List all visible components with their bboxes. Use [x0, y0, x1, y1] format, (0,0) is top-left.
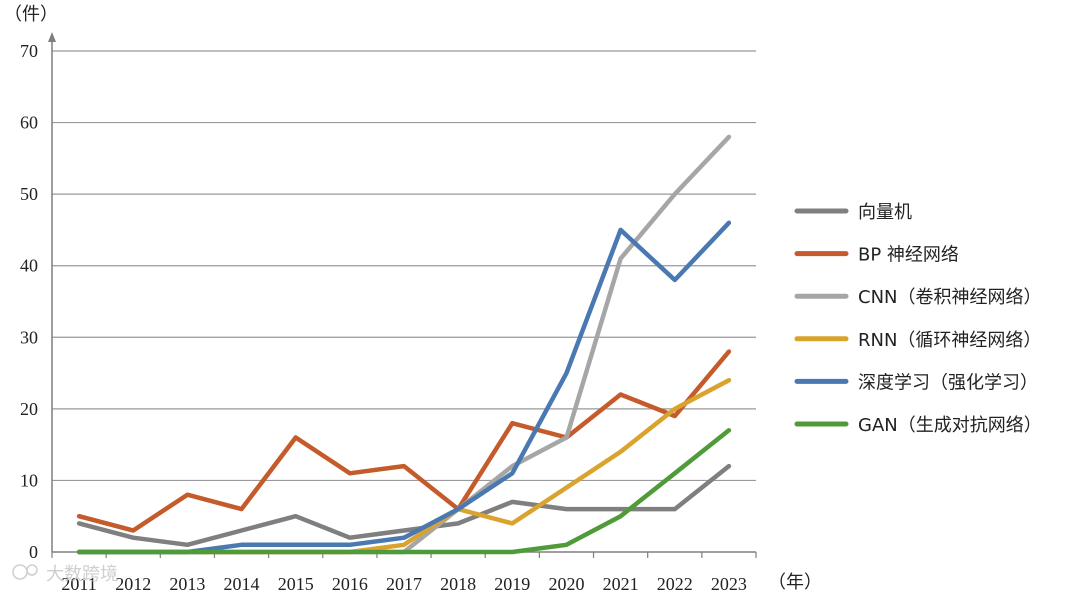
y-tick-label: 50 [20, 184, 38, 204]
y-tick-label: 10 [20, 470, 38, 490]
legend-label: GAN（生成对抗网络） [858, 415, 1042, 436]
x-axis-unit-label: （年） [768, 572, 822, 593]
series-line-0 [76, 463, 732, 548]
legend-label: CNN（卷积神经网络） [858, 287, 1042, 308]
watermark-logo-icon [12, 564, 28, 580]
y-tick-label: 40 [20, 256, 38, 276]
x-tick-label: 2017 [386, 574, 422, 594]
y-tick-label: 30 [20, 327, 38, 347]
y-axis-unit-label: （件） [4, 4, 58, 25]
x-tick-label: 2015 [278, 574, 314, 594]
y-tick-labels: 0 10 20 30 40 50 60 70 [20, 41, 38, 562]
y-tick-label: 70 [20, 41, 38, 61]
series-line-5 [76, 428, 732, 555]
x-tick-label: 2018 [440, 574, 476, 594]
gridlines [52, 50, 756, 482]
x-tick-labels: 2011 2012 2013 2014 2015 2016 2017 2018 2019 2020… [61, 574, 747, 594]
legend-label: 深度学习（强化学习） [858, 372, 1038, 393]
series-line-2 [76, 134, 732, 555]
x-tick-label: 2020 [548, 574, 584, 594]
legend-label: BP 神经网络 [858, 245, 959, 266]
series-lines [76, 134, 732, 555]
x-tick-label: 2011 [61, 574, 96, 594]
x-tick-label: 2012 [115, 574, 151, 594]
x-tick-label: 2021 [603, 574, 639, 594]
y-tick-label: 20 [20, 399, 38, 419]
y-axis-arrow-icon [48, 32, 56, 42]
x-tick-label: 2014 [224, 574, 260, 594]
x-tick-label: 2013 [169, 574, 205, 594]
watermark-text: 大数跨境 [46, 564, 118, 585]
x-tick-label: 2022 [657, 574, 693, 594]
series-line-1 [76, 349, 732, 533]
legend-label: RNN（循环神经网络） [858, 330, 1041, 351]
legend: 向量机 BP 神经网络 CNN（卷积神经网络） RNN（循环神经网络） 深度学习（强化学… [794, 202, 1042, 436]
legend-label: 向量机 [858, 202, 912, 223]
x-tick-label: 2016 [332, 574, 368, 594]
watermark-logo-icon-2 [26, 564, 38, 576]
x-tick-label: 2023 [711, 574, 747, 594]
axes [48, 32, 757, 558]
y-tick-label: 0 [29, 542, 38, 562]
x-tick-label: 2019 [494, 574, 530, 594]
y-tick-label: 60 [20, 113, 38, 133]
watermark: 大数跨境 [12, 564, 118, 585]
